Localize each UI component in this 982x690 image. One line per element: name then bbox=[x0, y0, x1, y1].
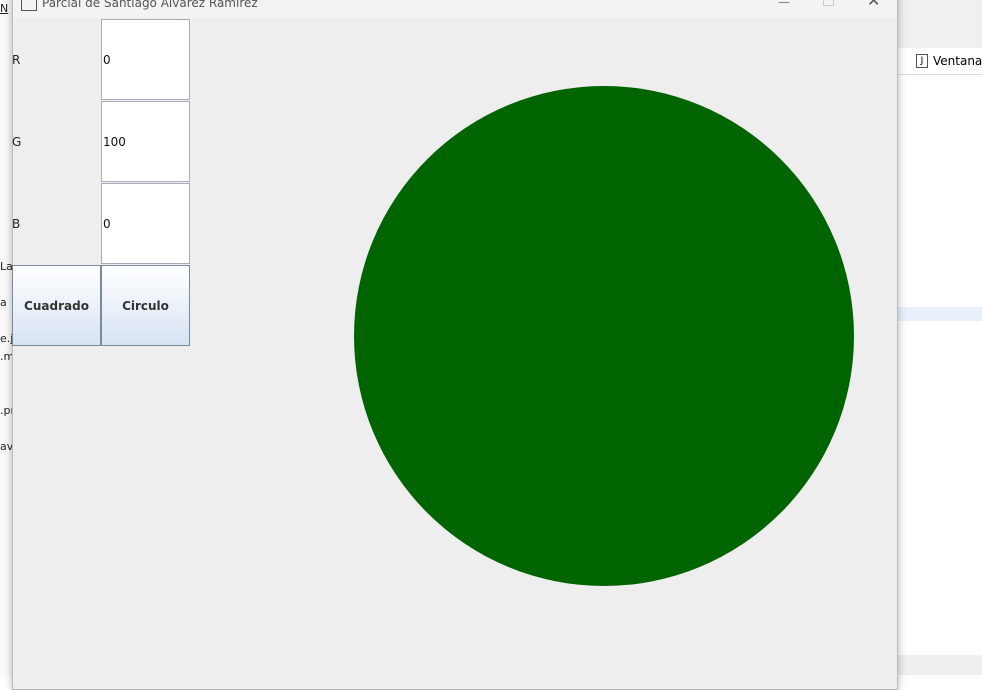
button[interactable]: Cuadrado bbox=[12, 265, 101, 346]
button[interactable]: Circulo bbox=[101, 265, 190, 346]
title-bar: Parcial de Santiago Alvarez Ramirez — ✕ bbox=[13, 0, 897, 18]
ide-left bbox=[0, 0, 12, 675]
circle bbox=[354, 86, 854, 586]
ide-tab[interactable]: VentanaM bbox=[933, 54, 982, 68]
field-label: G bbox=[12, 135, 22, 149]
ide-highlight bbox=[896, 307, 982, 321]
window-icon bbox=[21, 0, 37, 11]
ide-fragment: .pr bbox=[0, 404, 16, 417]
minimize[interactable]: — bbox=[778, 0, 790, 9]
java-icon: J bbox=[916, 54, 928, 68]
text-field[interactable]: 0 bbox=[101, 183, 190, 264]
ide-toolbar bbox=[896, 0, 982, 48]
text-field[interactable]: 100 bbox=[101, 101, 190, 182]
text-field[interactable]: 0 bbox=[101, 19, 190, 100]
ide-fragment: N bbox=[0, 2, 9, 15]
close[interactable]: ✕ bbox=[867, 0, 881, 10]
maximize[interactable] bbox=[823, 0, 834, 6]
ide-status bbox=[896, 655, 982, 675]
ide-fragment: e.j bbox=[0, 332, 14, 345]
field-label: B bbox=[12, 217, 21, 231]
window-title: Parcial de Santiago Alvarez Ramirez bbox=[42, 0, 258, 10]
ide-fragment: a bbox=[0, 296, 7, 309]
ide-fragment: .m bbox=[0, 350, 15, 363]
field-label: R bbox=[12, 53, 21, 67]
ide-tab-bar: J VentanaM bbox=[896, 48, 982, 75]
